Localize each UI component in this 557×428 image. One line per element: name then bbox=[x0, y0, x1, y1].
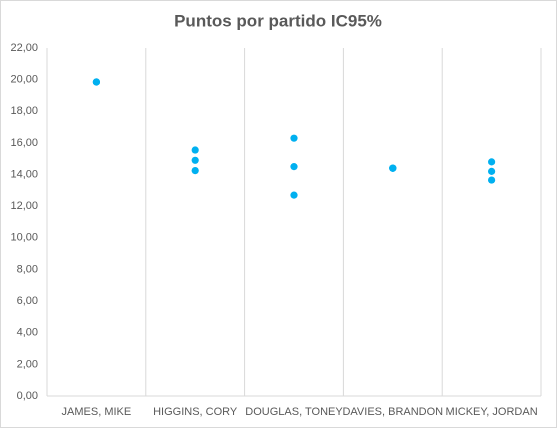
y-tick-label: 4,00 bbox=[17, 327, 38, 339]
point bbox=[290, 163, 298, 171]
y-tick-label: 6,00 bbox=[17, 295, 38, 307]
point bbox=[191, 156, 199, 164]
point bbox=[92, 78, 100, 86]
y-tick-label: 18,00 bbox=[10, 105, 38, 117]
x-tick-label: DOUGLAS, TONEY bbox=[245, 406, 343, 418]
point bbox=[488, 167, 496, 175]
x-tick-label: JAMES, MIKE bbox=[62, 406, 132, 418]
point bbox=[488, 158, 496, 166]
point bbox=[191, 166, 199, 175]
y-tick-label: 2,00 bbox=[17, 358, 38, 370]
y-tick-label: 0,00 bbox=[17, 390, 38, 402]
y-tick-label: 14,00 bbox=[10, 168, 38, 180]
chart-title: Puntos por partido IC95% bbox=[174, 11, 382, 30]
point bbox=[389, 164, 397, 172]
y-tick-label: 22,00 bbox=[10, 42, 38, 54]
point bbox=[290, 191, 298, 199]
point bbox=[488, 176, 496, 184]
point bbox=[191, 146, 199, 154]
y-tick-label: 20,00 bbox=[10, 74, 38, 86]
x-tick-label: DAVIES, BRANDON bbox=[342, 406, 443, 418]
x-tick-label: MICKEY, JORDAN bbox=[446, 406, 538, 418]
x-tick-label: HIGGINS, CORY bbox=[153, 406, 238, 418]
y-tick-label: 8,00 bbox=[17, 263, 38, 275]
point bbox=[290, 134, 298, 142]
y-tick-label: 12,00 bbox=[10, 200, 38, 212]
y-tick-label: 16,00 bbox=[10, 137, 38, 149]
y-tick-label: 10,00 bbox=[10, 232, 38, 244]
